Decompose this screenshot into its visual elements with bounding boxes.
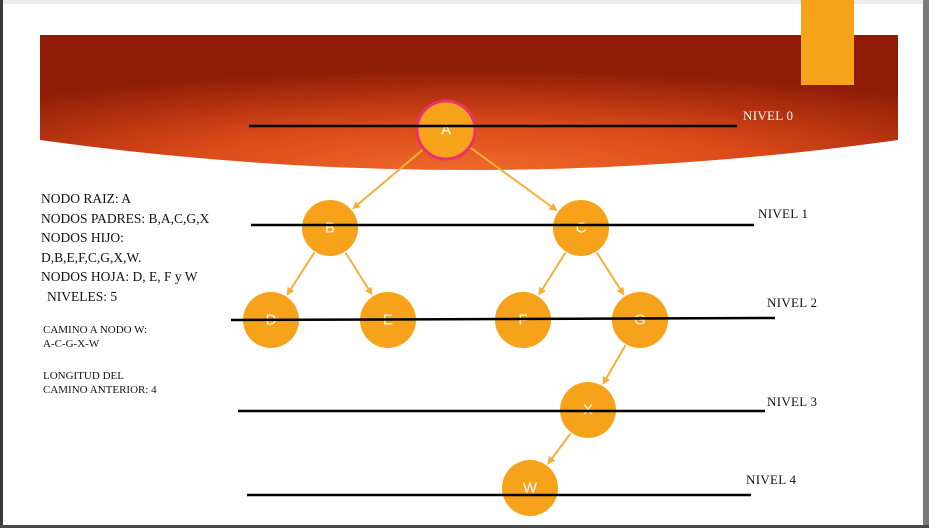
top-edge <box>0 0 929 4</box>
length-info: LONGITUD DEL CAMINO ANTERIOR: 4 <box>43 369 157 397</box>
parent-nodes-text: NODOS PADRES: B,A,C,G,X <box>41 210 210 226</box>
length-value: CAMINO ANTERIOR: 4 <box>43 384 157 396</box>
node-G: G <box>612 292 668 348</box>
node-circle-W <box>502 460 558 516</box>
node-label-B: B <box>325 220 335 237</box>
levels-count-text: NIVELES: 5 <box>47 288 118 304</box>
level-lines <box>230 124 776 497</box>
tree-edges <box>286 146 627 465</box>
level-label-4: NIVEL 4 <box>746 472 797 487</box>
right-edge <box>923 0 929 528</box>
node-circle-C <box>553 200 609 256</box>
node-A: A <box>415 99 477 161</box>
left-edge <box>0 0 3 528</box>
node-W: W <box>502 460 558 516</box>
level-label-2: NIVEL 2 <box>767 295 818 310</box>
node-label-A: A <box>441 122 451 139</box>
node-circle-B <box>302 200 358 256</box>
root-node-text: NODO RAIZ: A <box>41 191 131 206</box>
edge-B-D <box>286 251 316 296</box>
node-C: C <box>553 200 609 256</box>
level-label-3: NIVEL 3 <box>767 394 818 409</box>
length-label: LONGITUD DEL <box>43 370 124 382</box>
bottom-edge <box>0 525 929 528</box>
level-line-2 <box>230 316 776 322</box>
level-label-1: NIVEL 1 <box>758 206 809 221</box>
edge-A-B <box>352 147 425 210</box>
leaf-nodes-text: NODOS HOJA: D, E, F y W <box>41 269 198 284</box>
child-nodes-values: D,B,E,F,C,G,X,W. <box>41 249 142 265</box>
path-info: CAMINO A NODO W: A-C-G-X-W <box>43 323 147 351</box>
node-B: B <box>302 200 358 256</box>
node-label-W: W <box>523 480 538 497</box>
edge-C-F <box>538 251 567 296</box>
tree-nodes: ABCDEFGXW <box>243 99 668 516</box>
child-nodes-label: NODOS HIJO: <box>41 230 124 245</box>
edge-G-X <box>602 344 627 385</box>
path-value: A-C-G-X-W <box>43 338 100 350</box>
level-label-0: NIVEL 0 <box>743 108 794 123</box>
node-circle-G <box>612 292 668 348</box>
edge-B-E <box>344 251 373 296</box>
node-label-C: C <box>576 220 587 237</box>
path-label: CAMINO A NODO W: <box>43 324 148 336</box>
node-circle-A <box>415 99 477 161</box>
edge-C-G <box>595 251 625 296</box>
edge-A-C <box>468 146 558 211</box>
accent-tab <box>801 0 854 85</box>
tree-info: NODO RAIZ: A NODOS PADRES: B,A,C,G,X NOD… <box>41 189 209 306</box>
edge-X-W <box>547 432 572 465</box>
banner-shape <box>40 35 898 170</box>
node-label-G: G <box>634 312 646 329</box>
